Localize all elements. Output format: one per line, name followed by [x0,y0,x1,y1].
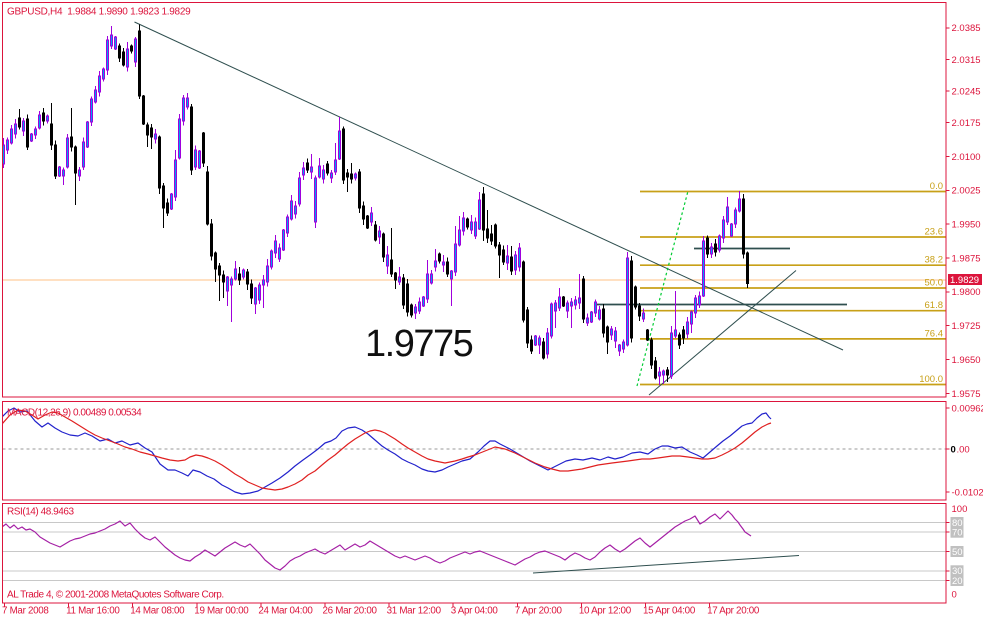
svg-text:1.9800: 1.9800 [952,287,981,298]
svg-text:1.9875: 1.9875 [952,253,981,264]
svg-text:0.0: 0.0 [930,181,943,192]
svg-text:1.9829: 1.9829 [950,275,979,286]
svg-text:1.9725: 1.9725 [952,321,981,332]
svg-text:2.0385: 2.0385 [952,23,981,34]
svg-text:20: 20 [952,576,963,587]
svg-text:3 Apr 04:00: 3 Apr 04:00 [451,606,499,617]
svg-text:0.00962: 0.00962 [952,403,983,414]
svg-text:14 Mar 08:00: 14 Mar 08:00 [130,606,185,617]
svg-text:AL Trade 4, © 2001-2008 MetaQu: AL Trade 4, © 2001-2008 MetaQuotes Softw… [7,590,224,601]
svg-text:11 Mar 16:00: 11 Mar 16:00 [66,606,120,617]
svg-text:61.8: 61.8 [925,300,944,311]
svg-text:MACD(12,26,9) 0.00489 0.00534: MACD(12,26,9) 0.00489 0.00534 [7,408,142,419]
svg-text:1.9775: 1.9775 [365,323,473,365]
svg-text:10 Apr 12:00: 10 Apr 12:00 [579,606,632,617]
svg-text:50.0: 50.0 [925,278,944,289]
svg-text:70: 70 [952,528,963,539]
svg-text:0: 0 [952,590,957,601]
svg-text:-0.01028: -0.01028 [952,487,983,498]
svg-text:2.0315: 2.0315 [952,55,981,66]
svg-text:26 Mar 20:00: 26 Mar 20:00 [323,606,378,617]
svg-text:23.6: 23.6 [925,227,944,238]
svg-text:31 Mar 12:00: 31 Mar 12:00 [387,606,442,617]
svg-text:1.9650: 1.9650 [952,355,981,366]
svg-text:RSI(14) 48.9463: RSI(14) 48.9463 [7,507,75,518]
svg-text:19 Mar 00:00: 19 Mar 00:00 [194,606,249,617]
svg-text:1.9950: 1.9950 [952,220,981,231]
svg-text:24 Mar 04:00: 24 Mar 04:00 [258,606,313,617]
svg-text:76.4: 76.4 [925,328,944,339]
svg-text:2.0100: 2.0100 [952,152,981,163]
svg-text:1.9575: 1.9575 [952,389,981,400]
svg-text:2.0175: 2.0175 [952,118,981,129]
svg-text:15 Apr 04:00: 15 Apr 04:00 [643,606,696,617]
svg-text:100: 100 [952,504,968,515]
svg-text:0: 0 [951,444,956,455]
svg-text:2.0025: 2.0025 [952,186,981,197]
svg-text:GBPUSD,H4 1.9884 1.9890 1.982: GBPUSD,H4 1.9884 1.9890 1.9823 1.9829 [7,7,191,18]
svg-text:100.0: 100.0 [919,374,943,385]
svg-text:.00: .00 [957,444,970,455]
svg-text:17 Apr 20:00: 17 Apr 20:00 [707,606,760,617]
svg-text:50: 50 [952,547,963,558]
svg-text:2.0245: 2.0245 [952,86,981,97]
svg-text:7 Apr 20:00: 7 Apr 20:00 [515,606,563,617]
svg-text:38.2: 38.2 [925,255,944,266]
svg-text:7 Mar 2008: 7 Mar 2008 [2,606,49,617]
